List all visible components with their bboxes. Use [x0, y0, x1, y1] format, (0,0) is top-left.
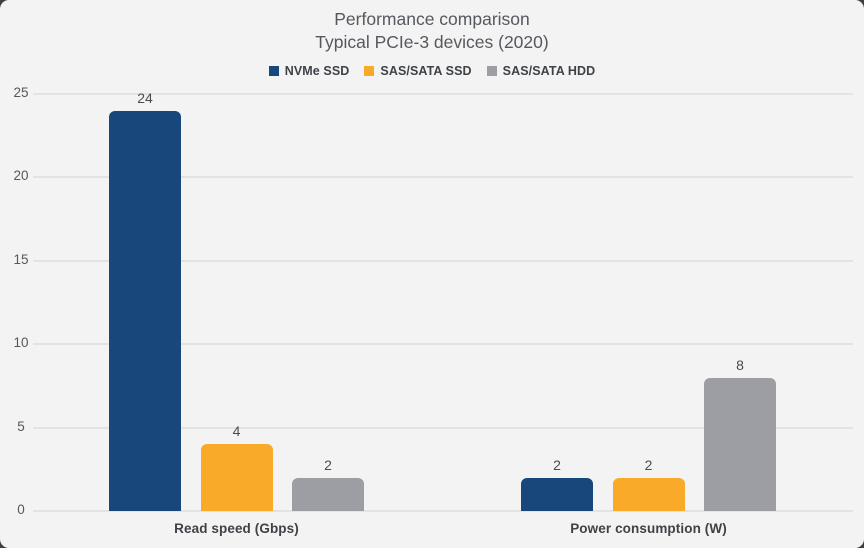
legend-item-sas-sata-hdd: SAS/SATA HDD: [486, 64, 596, 78]
bar-nvme-ssd-read-speed-gbps: [109, 110, 181, 511]
y-tick-label: 25: [13, 85, 29, 100]
bar-sas-sata-ssd-power-consumption-w: [612, 477, 685, 511]
y-tick-label: 0: [17, 502, 25, 517]
legend-label: NVMe SSD: [284, 64, 350, 78]
x-axis-label: Read speed (Gbps): [174, 521, 299, 536]
bar-value-label: 4: [232, 423, 241, 440]
bar-value-label: 2: [644, 456, 653, 473]
gridline: [33, 93, 853, 95]
bar-value-label: 24: [137, 89, 153, 106]
legend-color-swatch-icon: [364, 66, 375, 76]
bar-sas-sata-ssd-read-speed-gbps: [200, 444, 273, 511]
legend-color-swatch-icon: [486, 66, 497, 76]
chart-title: Performance comparison: [334, 9, 530, 29]
chart-subtitle: Typical PCIe-3 devices (2020): [315, 32, 549, 52]
gridline: [33, 176, 853, 179]
bar-value-label: 2: [324, 456, 332, 473]
gridline: [33, 259, 853, 262]
legend-item-sas-sata-ssd: SAS/SATA SSD: [364, 64, 472, 78]
x-axis-label: Power consumption (W): [570, 521, 727, 536]
gridline: [33, 510, 853, 512]
y-tick-label: 20: [13, 168, 29, 184]
gridline: [33, 343, 853, 346]
legend-color-swatch-icon: [268, 66, 279, 76]
legend-label: SAS/SATA HDD: [502, 64, 596, 78]
y-tick-label: 15: [13, 251, 29, 267]
legend-item-nvme-ssd: NVMe SSD: [268, 64, 350, 78]
chart-legend: NVMe SSD SAS/SATA SSD SAS/SATA HDD: [0, 62, 864, 80]
bar-value-label: 8: [736, 356, 744, 373]
bar-sas-sata-hdd-read-speed-gbps: [292, 477, 364, 511]
legend-label: SAS/SATA SSD: [380, 64, 472, 78]
y-tick-label: 10: [13, 335, 29, 351]
bar-value-label: 2: [553, 456, 561, 473]
gridline: [33, 426, 853, 429]
bar-nvme-ssd-power-consumption-w: [521, 477, 593, 511]
bar-sas-sata-hdd-power-consumption-w: [704, 377, 776, 511]
y-tick-label: 5: [17, 418, 25, 434]
